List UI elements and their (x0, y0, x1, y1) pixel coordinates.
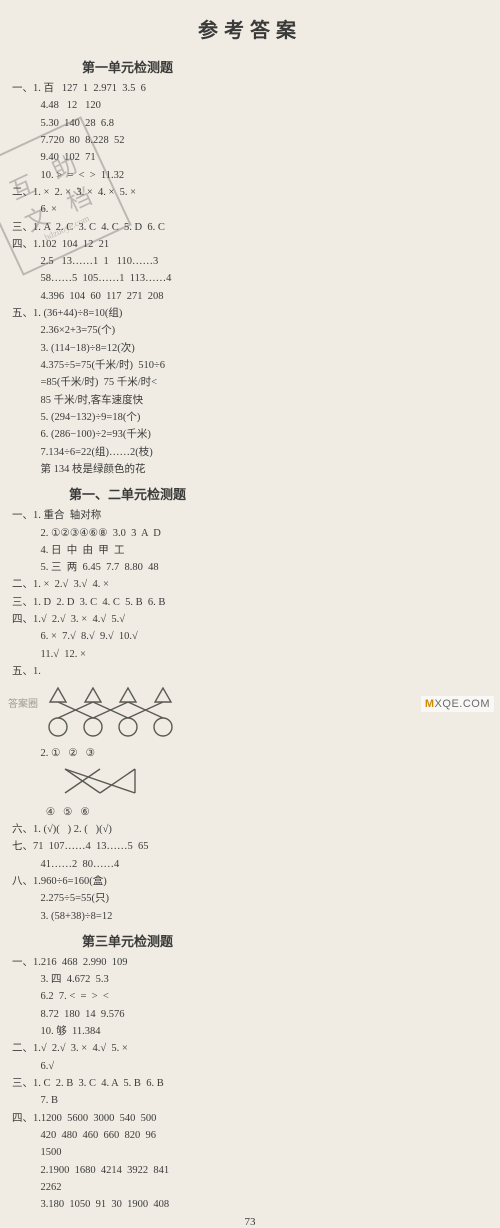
ans-line: 二、1.√ 2.√ 3. × 4.√ 5. × (12, 1040, 243, 1057)
ans-line: 5. (294−132)÷9=18(个) (12, 409, 243, 426)
ans-line: 6. × (12, 201, 243, 218)
content-columns: 第一单元检测题 一、1. 百 127 1 2.971 3.5 6 4.48 12… (12, 51, 488, 1214)
triangle-icon (155, 688, 171, 702)
ans-line: 5.30 140 28 6.8 (12, 115, 243, 132)
ans-line: 85 千米/时,客车速度快 (12, 392, 243, 409)
ans-line: 2.5 13……1 1 110……3 (12, 253, 243, 270)
footer-left-watermark: 答案圈 (8, 695, 38, 710)
section-unit1: 第一单元检测题 (12, 57, 243, 76)
answer-page: 参考答案 第一单元检测题 一、1. 百 127 1 2.971 3.5 6 4.… (0, 0, 500, 716)
ans-line: 4. 日 中 由 甲 工 (12, 542, 243, 559)
ans-line: 6.2 7. < = > < (12, 988, 243, 1005)
ans-line: 7. B (12, 1092, 243, 1109)
ans-line: 4.48 12 120 (12, 97, 243, 114)
ans-line: 2. ① ② ③ (12, 745, 243, 762)
ans-line: 八、1.960÷6=160(盒) (12, 873, 243, 890)
ans-line: 2.36×2+3=75(个) (12, 322, 243, 339)
ans-line: 2262 (12, 1179, 243, 1196)
ans-line: 二、1. × 2. × 3. × 4. × 5. × (12, 184, 243, 201)
ans-line: 5. 三 两 6.45 7.7 8.80 48 (12, 559, 243, 576)
ans-line: 四、1.102 104 12 21 (12, 236, 243, 253)
page-number: 73 (12, 1216, 488, 1228)
ans-line: 4.375÷5=75(千米/时) 510÷6 (12, 357, 243, 374)
ans-line: 五、1. (12, 663, 243, 680)
ans-line: 五、1. (36+44)÷8=10(组) (12, 305, 243, 322)
ans-line: 8.72 180 14 9.576 (12, 1006, 243, 1023)
ans-line: 2.275÷5=55(只) (12, 890, 243, 907)
ans-line: 6. (286−100)÷2=93(千米) (12, 426, 243, 443)
ans-line: 7.134÷6=22(组)……2(枝) (12, 444, 243, 461)
circle-icon (119, 718, 137, 736)
ans-line: 2. ①②③④⑥⑧ 3.0 3 A D (12, 525, 243, 542)
ans-line: 3.180 1050 91 30 1900 408 (12, 1196, 243, 1213)
ans-line: 41……2 80……4 (12, 856, 243, 873)
ans-line: 3. 四 4.672 5.3 (12, 971, 243, 988)
ans-line: 四、1.√ 2.√ 3. × 4.√ 5.√ (12, 611, 243, 628)
ans-line: =85(千米/时) 75 千米/时< (12, 374, 243, 391)
triangle-icon (85, 688, 101, 702)
matching-diagram-2 (40, 767, 243, 800)
ans-line: 3. (58+38)÷8=12 (12, 908, 243, 925)
ans-line: 11.√ 12. × (12, 646, 243, 663)
matching-diagram-1 (40, 684, 243, 741)
ans-line: 第 134 枝是绿颜色的花 (12, 461, 243, 478)
ans-line: 2.1900 1680 4214 3922 841 (12, 1162, 243, 1179)
section-unit12: 第一、二单元检测题 (12, 484, 243, 503)
triangle-icon (120, 688, 136, 702)
circle-icon (154, 718, 172, 736)
ans-line: ④ ⑤ ⑥ (12, 804, 243, 821)
ans-line: 420 480 460 660 820 96 (12, 1127, 243, 1144)
ans-line: 三、1. C 2. B 3. C 4. A 5. B 6. B (12, 1075, 243, 1092)
ans-line: 10. 够 11.384 (12, 1023, 243, 1040)
ans-line: 七、71 107……4 13……5 65 (12, 838, 243, 855)
ans-line: 10. > = < > 11.32 (12, 167, 243, 184)
ans-line: 一、1. 百 127 1 2.971 3.5 6 (12, 80, 243, 97)
circle-icon (84, 718, 102, 736)
ans-line: 二、1. × 2.√ 3.√ 4. × (12, 576, 243, 593)
ans-line: 一、1. 重合 轴对称 (12, 507, 243, 524)
ans-line: 9.40 102 71 (12, 149, 243, 166)
footer-right-watermark: MXQE.COM (421, 696, 494, 712)
ans-line: 四、1.1200 5600 3000 540 500 (12, 1110, 243, 1127)
ans-line: 六、1. (√)( ) 2. ( )(√) (12, 821, 243, 838)
ans-line: 一、1.216 468 2.990 109 (12, 954, 243, 971)
circle-icon (49, 718, 67, 736)
ans-line: 58……5 105……1 113……4 (12, 270, 243, 287)
ans-line: 三、1. D 2. D 3. C 4. C 5. B 6. B (12, 594, 243, 611)
ans-line: 1500 (12, 1144, 243, 1161)
ans-line: 3. (114−18)÷8=12(次) (12, 340, 243, 357)
ans-line: 三、1. A 2. C 3. C 4. C 5. D 6. C (12, 219, 243, 236)
ans-line: 7.720 80 8.228 52 (12, 132, 243, 149)
section-unit3: 第三单元检测题 (12, 931, 243, 950)
ans-line: 6. × 7.√ 8.√ 9.√ 10.√ (12, 628, 243, 645)
ans-line: 4.396 104 60 117 271 208 (12, 288, 243, 305)
ans-line: 6.√ (12, 1058, 243, 1075)
triangle-icon (50, 688, 66, 702)
page-title: 参考答案 (12, 14, 488, 43)
